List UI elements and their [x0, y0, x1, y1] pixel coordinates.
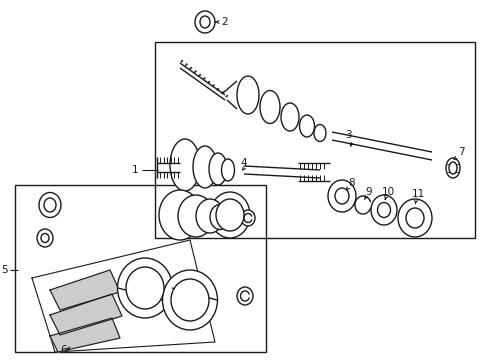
Polygon shape [50, 318, 120, 352]
Ellipse shape [195, 11, 215, 33]
Ellipse shape [196, 199, 224, 233]
Text: 10: 10 [381, 187, 394, 197]
Polygon shape [32, 240, 215, 352]
Ellipse shape [193, 146, 217, 188]
Ellipse shape [178, 195, 214, 237]
Ellipse shape [237, 76, 259, 114]
Ellipse shape [405, 208, 423, 228]
Ellipse shape [237, 287, 252, 305]
Ellipse shape [281, 103, 298, 131]
Ellipse shape [162, 270, 217, 330]
Ellipse shape [327, 180, 355, 212]
Ellipse shape [377, 202, 390, 217]
Ellipse shape [171, 279, 208, 321]
Text: 11: 11 [411, 189, 425, 199]
Ellipse shape [170, 139, 200, 191]
Polygon shape [50, 270, 120, 310]
Text: 2: 2 [221, 17, 227, 27]
Ellipse shape [209, 204, 229, 230]
Ellipse shape [397, 199, 431, 237]
Ellipse shape [44, 198, 56, 212]
Ellipse shape [216, 199, 244, 231]
Ellipse shape [313, 125, 325, 141]
Ellipse shape [334, 188, 348, 204]
Ellipse shape [159, 190, 201, 240]
Ellipse shape [445, 158, 459, 178]
Text: 8: 8 [347, 178, 354, 188]
Text: 5: 5 [1, 265, 8, 275]
Ellipse shape [39, 193, 61, 217]
Text: 6: 6 [60, 345, 66, 355]
Text: 3: 3 [345, 130, 351, 140]
Ellipse shape [299, 115, 314, 137]
Text: 9: 9 [364, 187, 371, 197]
Ellipse shape [448, 162, 456, 174]
Text: 1: 1 [131, 165, 138, 175]
Ellipse shape [126, 267, 163, 309]
Ellipse shape [208, 153, 226, 185]
Ellipse shape [37, 229, 53, 247]
Text: 7: 7 [457, 147, 464, 157]
Ellipse shape [221, 159, 234, 181]
Bar [15, 185, 265, 352]
Polygon shape [50, 294, 122, 335]
Text: 4: 4 [240, 158, 246, 168]
Ellipse shape [370, 195, 396, 225]
Ellipse shape [241, 210, 254, 226]
Ellipse shape [260, 90, 280, 123]
Ellipse shape [117, 258, 172, 318]
Bar [155, 42, 474, 238]
Ellipse shape [209, 192, 249, 238]
Ellipse shape [200, 16, 209, 28]
Ellipse shape [41, 234, 49, 243]
